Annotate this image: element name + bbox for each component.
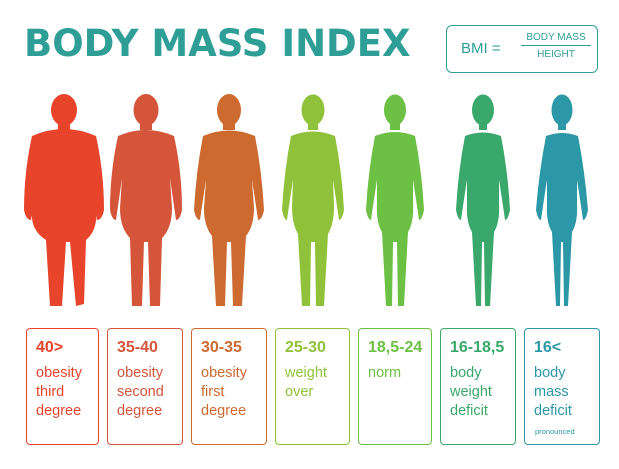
page-title: BODY MASS INDEX bbox=[24, 22, 411, 65]
bmi-description-line: body bbox=[534, 365, 566, 381]
bmi-category-card: 25-30 weight over bbox=[275, 328, 350, 445]
silhouette-obesity-second-icon bbox=[110, 94, 182, 306]
bmi-category-card: 35-40 obesity second degree bbox=[107, 328, 183, 445]
bmi-range: 18,5-24 bbox=[368, 339, 423, 356]
bmi-category-card: 18,5-24 norm bbox=[358, 328, 432, 445]
bmi-description: obesity first degree bbox=[201, 364, 247, 421]
silhouette-norm-icon bbox=[366, 94, 424, 306]
bmi-category-card: 40> obesity third degree bbox=[26, 328, 99, 445]
bmi-range: 16< bbox=[534, 339, 562, 356]
bmi-formula-box: BMI = BODY MASS HEIGHT bbox=[446, 25, 598, 73]
formula-denominator: HEIGHT bbox=[537, 49, 575, 60]
body-silhouettes bbox=[24, 94, 588, 306]
bmi-description: body mass deficit bbox=[534, 364, 572, 421]
bmi-description-line: degree bbox=[117, 403, 163, 419]
bmi-note: pronounced bbox=[535, 427, 575, 436]
bmi-category-card: 16< body mass deficit pronounced bbox=[524, 328, 600, 445]
formula-numerator: BODY MASS bbox=[521, 32, 591, 46]
bmi-description-line: mass bbox=[534, 384, 569, 400]
bmi-description-line: third bbox=[36, 384, 65, 400]
silhouette-weight-deficit-icon bbox=[456, 94, 510, 306]
bmi-description-line: deficit bbox=[534, 403, 572, 419]
bmi-description-line: weight bbox=[285, 365, 327, 381]
bmi-description: body weight deficit bbox=[450, 364, 492, 421]
bmi-range: 25-30 bbox=[285, 339, 326, 356]
silhouette-obesity-first-icon bbox=[194, 94, 264, 306]
formula-fraction: BODY MASS HEIGHT bbox=[521, 32, 591, 60]
bmi-range: 35-40 bbox=[117, 339, 158, 356]
bmi-category-card: 16-18,5 body weight deficit bbox=[440, 328, 516, 445]
bmi-description-line: weight bbox=[450, 384, 492, 400]
silhouette-mass-deficit-icon bbox=[536, 94, 588, 306]
formula-lhs: BMI = bbox=[461, 40, 501, 57]
silhouette-obesity-third-icon bbox=[24, 94, 104, 306]
bmi-description-line: body bbox=[450, 365, 482, 381]
bmi-category-card: 30-35 obesity first degree bbox=[191, 328, 267, 445]
bmi-description: obesity third degree bbox=[36, 364, 82, 421]
bmi-description-line: degree bbox=[201, 403, 247, 419]
bmi-range: 30-35 bbox=[201, 339, 242, 356]
bmi-description-line: norm bbox=[368, 365, 402, 381]
bmi-description-line: second bbox=[117, 384, 164, 400]
bmi-description: weight over bbox=[285, 364, 327, 402]
bmi-description-line: over bbox=[285, 384, 314, 400]
bmi-description-line: first bbox=[201, 384, 225, 400]
bmi-description-line: obesity bbox=[36, 365, 82, 381]
bmi-description-line: obesity bbox=[117, 365, 163, 381]
bmi-description: norm bbox=[368, 364, 401, 383]
silhouette-weight-over-icon bbox=[282, 94, 344, 306]
bmi-description-line: obesity bbox=[201, 365, 247, 381]
bmi-description-line: deficit bbox=[450, 403, 488, 419]
bmi-range: 40> bbox=[36, 339, 64, 356]
bmi-range: 16-18,5 bbox=[450, 339, 505, 356]
bmi-description: obesity second degree bbox=[117, 364, 164, 421]
bmi-description-line: degree bbox=[36, 403, 82, 419]
